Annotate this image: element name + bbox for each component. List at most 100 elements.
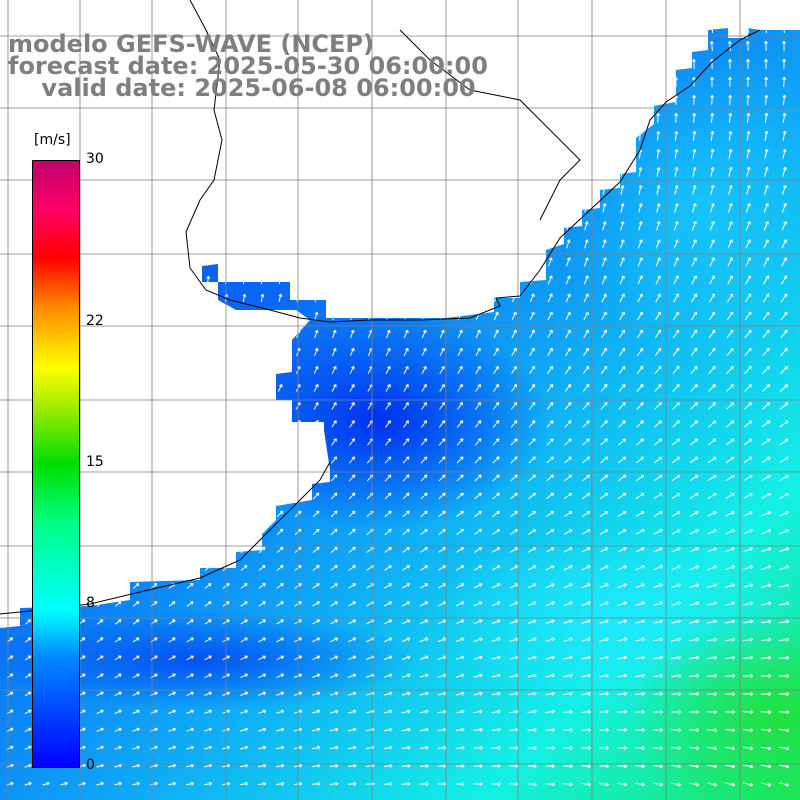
wind-arrow xyxy=(545,727,555,732)
wind-arrow xyxy=(674,5,677,14)
wind-arrow xyxy=(655,40,660,51)
wind-arrow xyxy=(743,547,753,553)
wind-arrow xyxy=(242,365,247,374)
wind-arrow xyxy=(620,131,625,141)
wind-arrow xyxy=(133,510,139,518)
wind-arrow xyxy=(257,781,267,786)
wind-arrow xyxy=(761,529,771,535)
wind-arrow xyxy=(206,384,211,392)
wind-arrow xyxy=(779,728,790,733)
wind-arrow xyxy=(707,529,717,535)
wind-arrow xyxy=(386,6,390,14)
wind-arrow xyxy=(492,402,500,410)
wind-arrow xyxy=(421,347,427,357)
wind-arrow xyxy=(258,546,266,554)
wind-arrow xyxy=(457,28,462,33)
wind-arrow xyxy=(169,474,175,482)
wind-arrow xyxy=(474,529,483,535)
wind-arrow xyxy=(510,383,518,392)
wind-arrow xyxy=(260,329,265,338)
wind-arrow xyxy=(475,41,480,51)
wind-arrow xyxy=(764,58,769,69)
wind-arrow xyxy=(97,474,103,482)
wind-arrow xyxy=(727,58,732,69)
wind-arrow xyxy=(80,312,85,320)
wind-arrow xyxy=(599,565,609,571)
wind-arrow xyxy=(726,365,734,374)
wind-arrow xyxy=(494,257,499,267)
wind-arrow xyxy=(601,275,607,285)
wind-arrow xyxy=(331,131,336,141)
wind-arrow xyxy=(205,492,211,500)
wind-arrow xyxy=(707,420,717,428)
wind-arrow xyxy=(727,275,733,285)
wind-arrow xyxy=(79,456,85,464)
wind-arrow xyxy=(96,745,104,750)
wind-arrow xyxy=(491,601,501,607)
wind-arrow xyxy=(80,420,85,428)
wind-arrow xyxy=(25,510,31,518)
wind-arrow xyxy=(493,383,499,392)
wind-arrow xyxy=(581,583,591,589)
wind-arrow xyxy=(329,673,339,678)
wind-arrow xyxy=(547,28,552,33)
wind-arrow xyxy=(331,383,337,392)
wind-arrow xyxy=(473,763,483,768)
wind-arrow xyxy=(527,782,537,787)
wind-arrow xyxy=(527,583,537,589)
wind-arrow xyxy=(456,420,464,428)
wind-arrow xyxy=(278,221,283,231)
wind-arrow xyxy=(404,257,409,267)
wind-arrow xyxy=(458,221,463,231)
wind-arrow xyxy=(205,402,211,410)
wind-arrow xyxy=(635,764,645,769)
wind-arrow xyxy=(708,384,716,392)
wind-arrow xyxy=(134,348,139,356)
wind-arrow xyxy=(689,782,700,787)
wind-arrow xyxy=(384,492,392,500)
wind-arrow xyxy=(545,583,555,589)
wind-arrow xyxy=(151,474,157,482)
wind-arrow xyxy=(511,28,516,33)
wind-arrow xyxy=(617,673,627,678)
wind-arrow xyxy=(260,221,265,231)
wind-arrow xyxy=(635,474,645,482)
wind-arrow xyxy=(349,167,354,177)
wind-arrow xyxy=(546,510,555,518)
wind-arrow xyxy=(707,637,718,642)
wind-arrow xyxy=(311,709,321,714)
wind-arrow xyxy=(401,619,411,625)
wind-arrow xyxy=(349,383,355,392)
wind-arrow xyxy=(545,565,555,571)
wind-arrow xyxy=(188,347,193,356)
wind-arrow xyxy=(761,420,771,428)
wind-arrow xyxy=(132,601,140,607)
wind-arrow xyxy=(691,40,696,51)
wind-arrow xyxy=(545,601,555,607)
wind-arrow xyxy=(638,221,643,231)
wind-arrow xyxy=(600,420,608,428)
wind-arrow xyxy=(743,746,754,751)
wind-arrow xyxy=(386,257,391,267)
wind-arrow xyxy=(653,673,664,678)
wind-arrow xyxy=(599,474,609,482)
wind-arrow xyxy=(152,329,157,338)
wind-arrow xyxy=(619,28,624,33)
wind-arrow xyxy=(636,402,644,410)
wind-arrow xyxy=(710,203,715,213)
wind-arrow xyxy=(7,132,12,140)
wind-arrow xyxy=(673,275,679,285)
wind-arrow xyxy=(402,510,410,518)
wind-arrow xyxy=(114,709,122,715)
wind-arrow xyxy=(637,77,642,87)
wind-arrow xyxy=(386,239,391,249)
wind-arrow xyxy=(655,77,660,87)
wind-arrow xyxy=(653,583,663,589)
wind-arrow xyxy=(476,167,481,177)
wind-arrow xyxy=(457,131,462,141)
wind-arrow xyxy=(440,6,444,14)
wind-arrow xyxy=(671,474,681,482)
wind-arrow xyxy=(582,402,590,410)
wind-arrow xyxy=(581,529,591,535)
wind-arrow xyxy=(512,185,517,195)
